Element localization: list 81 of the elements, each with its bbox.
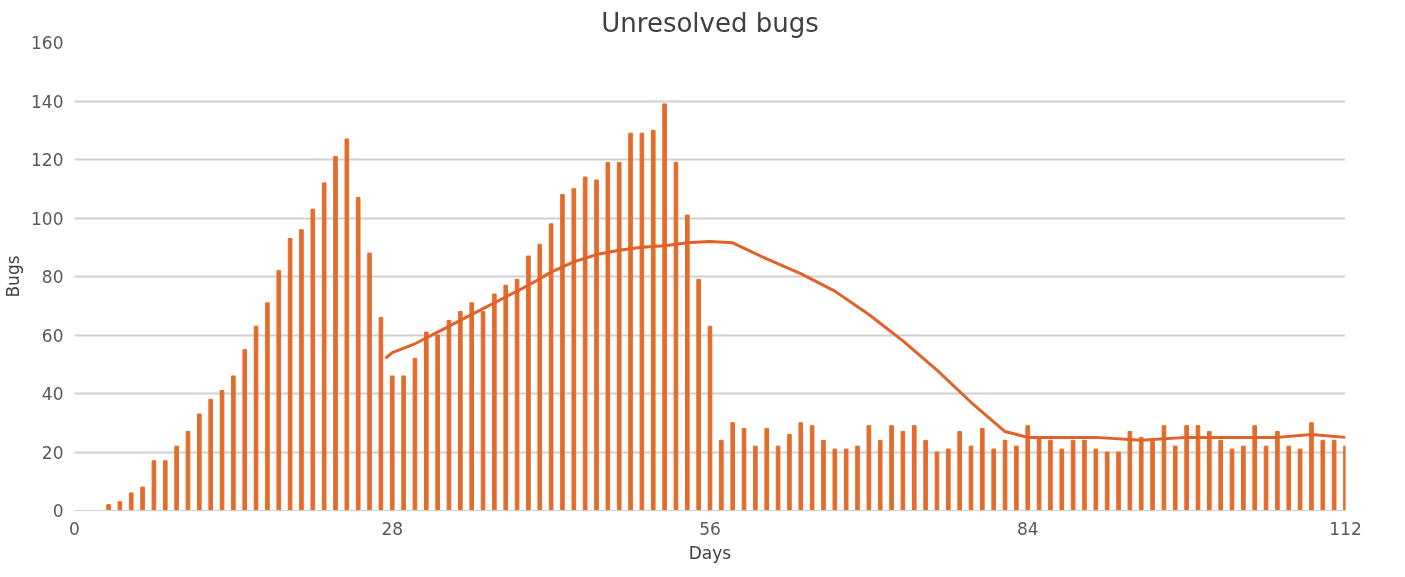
bar bbox=[730, 422, 736, 511]
bar bbox=[1093, 448, 1099, 511]
x-tick-label: 84 bbox=[1016, 518, 1039, 539]
bar bbox=[934, 451, 940, 511]
bar bbox=[1014, 445, 1019, 511]
bar bbox=[151, 460, 157, 511]
bar bbox=[310, 208, 316, 511]
y-tick-label: 160 bbox=[31, 33, 64, 53]
bar bbox=[231, 375, 236, 511]
bar bbox=[1002, 439, 1008, 511]
y-axis-title: Bugs bbox=[3, 255, 24, 298]
bar bbox=[401, 375, 406, 511]
bar bbox=[287, 237, 293, 511]
bar bbox=[866, 425, 872, 511]
bar bbox=[106, 504, 111, 511]
bar bbox=[174, 445, 179, 511]
bar bbox=[900, 431, 906, 511]
bar bbox=[946, 448, 951, 511]
bar bbox=[923, 439, 928, 511]
bar bbox=[1059, 448, 1065, 511]
bar bbox=[389, 375, 395, 511]
bar bbox=[775, 445, 781, 511]
chart-title: Unresolved bugs bbox=[601, 7, 819, 38]
bar bbox=[321, 182, 327, 511]
bar bbox=[741, 428, 747, 511]
bar bbox=[1320, 439, 1326, 511]
bar bbox=[980, 428, 985, 511]
bar bbox=[355, 197, 361, 511]
bar bbox=[787, 433, 792, 511]
y-tick-label: 120 bbox=[31, 150, 64, 170]
bar bbox=[367, 252, 372, 511]
bar bbox=[764, 428, 770, 511]
bar bbox=[1331, 439, 1337, 511]
x-axis-title: Days bbox=[688, 542, 732, 563]
y-tick-label: 20 bbox=[41, 442, 64, 463]
bar bbox=[333, 156, 338, 511]
bar bbox=[344, 138, 350, 511]
bar bbox=[809, 425, 815, 511]
bar bbox=[140, 486, 145, 511]
bar bbox=[117, 501, 123, 511]
bar bbox=[821, 439, 826, 511]
bar bbox=[208, 398, 213, 511]
bar bbox=[1172, 445, 1178, 511]
bar bbox=[1241, 445, 1246, 511]
bar bbox=[1104, 451, 1110, 511]
y-tick-label: 100 bbox=[31, 208, 64, 229]
bar bbox=[832, 448, 838, 511]
bar bbox=[957, 431, 962, 511]
x-tick-label: 112 bbox=[1329, 518, 1362, 539]
bar bbox=[911, 425, 917, 511]
bar bbox=[128, 492, 134, 511]
y-tick-label: 140 bbox=[31, 91, 64, 112]
bar bbox=[162, 460, 168, 511]
bar bbox=[197, 413, 202, 511]
bar bbox=[753, 445, 758, 511]
y-tick-label: 60 bbox=[41, 325, 64, 346]
bar bbox=[265, 302, 270, 511]
y-tick-label: 40 bbox=[41, 384, 64, 404]
y-tick-label: 0 bbox=[52, 501, 64, 521]
bar bbox=[798, 422, 804, 511]
bar bbox=[412, 357, 418, 511]
bar bbox=[1286, 445, 1292, 511]
bar bbox=[696, 278, 701, 511]
bar bbox=[719, 439, 724, 511]
bar bbox=[378, 316, 384, 511]
bar bbox=[855, 445, 860, 511]
bar bbox=[299, 229, 304, 511]
x-tick-label: 28 bbox=[381, 518, 404, 539]
y-tick-label: 80 bbox=[41, 267, 64, 287]
bar bbox=[1297, 448, 1303, 511]
bar bbox=[889, 425, 894, 511]
bar bbox=[242, 349, 248, 511]
bar bbox=[1263, 445, 1269, 511]
bar bbox=[253, 325, 259, 511]
x-tick-label: 0 bbox=[69, 518, 80, 539]
bar bbox=[843, 448, 849, 511]
bar bbox=[276, 270, 282, 511]
bar bbox=[1116, 451, 1121, 511]
bar bbox=[877, 439, 883, 511]
x-tick-label: 56 bbox=[699, 518, 721, 539]
bar bbox=[991, 448, 997, 511]
